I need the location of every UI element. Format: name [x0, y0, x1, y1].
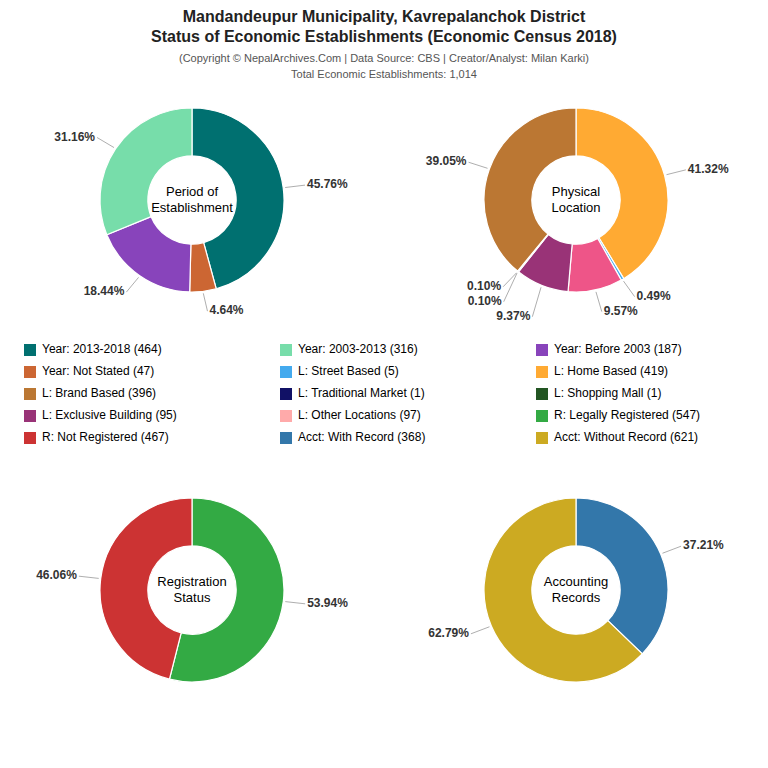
leader-line — [285, 602, 305, 604]
legend-entry: R: Not Registered (467) — [42, 430, 169, 444]
legend-entry: L: Exclusive Building (95) — [42, 408, 177, 422]
donut-chart: RegistrationStatus 53.94% 46.06% — [36, 498, 348, 682]
data-label: 18.44% — [84, 284, 125, 298]
leader-line — [79, 576, 99, 578]
donut-chart: Period ofEstablishment 45.76% 4.64% 18.44% 3… — [54, 108, 348, 317]
data-label: 9.37% — [496, 309, 530, 323]
data-label: 46.06% — [36, 568, 77, 582]
legend-entry: L: Shopping Mall (1) — [554, 386, 661, 400]
center-label: AccountingRecords — [544, 574, 608, 605]
donut-chart: PhysicalLocation41.32%0.49%9.57%9.37%0.1… — [426, 108, 729, 323]
legend-entry: L: Traditional Market (1) — [298, 386, 425, 400]
legend-swatch — [24, 344, 36, 356]
legend-swatch — [536, 410, 548, 422]
legend-entry: Acct: With Record (368) — [298, 430, 425, 444]
legend-entry: Year: Not Stated (47) — [42, 364, 154, 378]
legend-swatch — [24, 366, 36, 378]
legend-entry: Year: 2003-2013 (316) — [298, 342, 418, 356]
legend-entry: R: Legally Registered (547) — [554, 408, 700, 422]
data-label: 37.21% — [683, 538, 724, 552]
leader-line — [624, 281, 635, 297]
center-label: PhysicalLocation — [551, 184, 600, 215]
legend-entry: L: Brand Based (396) — [42, 386, 156, 400]
data-label: 45.76% — [307, 177, 348, 191]
subtitle: Total Economic Establishments: 1,014 — [291, 68, 477, 80]
donut-slice — [484, 498, 642, 682]
subtitle: (Copyright © NepalArchives.Com | Data So… — [179, 52, 589, 64]
legend-swatch — [536, 344, 548, 356]
legend-swatch — [280, 344, 292, 356]
data-label: 0.49% — [637, 289, 671, 303]
chart-canvas: Mandandeupur Municipality, Kavrepalancho… — [0, 0, 768, 768]
data-label: 4.64% — [209, 303, 243, 317]
legend-swatch — [280, 410, 292, 422]
legend-swatch — [280, 388, 292, 400]
leader-line — [667, 170, 686, 175]
leader-line — [504, 273, 517, 302]
leader-line — [469, 162, 488, 168]
title: Mandandeupur Municipality, Kavrepalancho… — [183, 8, 586, 25]
leader-line — [97, 138, 114, 148]
data-label: 0.10% — [468, 294, 502, 308]
background — [0, 0, 768, 768]
legend-swatch — [24, 432, 36, 444]
legend-swatch — [536, 366, 548, 378]
center-label: RegistrationStatus — [157, 574, 226, 605]
donut-chart: AccountingRecords 37.21% 62.79% — [428, 498, 724, 682]
leader-line — [532, 287, 541, 316]
data-label: 53.94% — [307, 596, 348, 610]
legend: Year: 2013-2018 (464) Year: 2003-2013 (31… — [24, 342, 700, 444]
legend-swatch — [24, 388, 36, 400]
legend-entry: L: Street Based (5) — [298, 364, 399, 378]
legend-entry: L: Home Based (419) — [554, 364, 668, 378]
legend-swatch — [280, 432, 292, 444]
data-label: 62.79% — [428, 626, 469, 640]
leader-line — [203, 293, 207, 311]
legend-swatch — [536, 432, 548, 444]
data-label: 31.16% — [54, 130, 95, 144]
donut-slice — [190, 243, 217, 292]
leader-line — [503, 273, 516, 287]
legend-entry: Year: Before 2003 (187) — [554, 342, 682, 356]
leader-line — [471, 627, 490, 634]
donut-slice — [100, 108, 192, 235]
title: Status of Economic Establishments (Econo… — [151, 28, 617, 45]
donut-slice — [568, 238, 621, 292]
legend-swatch — [24, 410, 36, 422]
leader-line — [663, 546, 682, 553]
data-label: 9.57% — [604, 304, 638, 318]
center-label: Period ofEstablishment — [151, 184, 233, 215]
legend-entry: Acct: Without Record (621) — [554, 430, 698, 444]
leader-line — [285, 185, 305, 187]
leader-line — [596, 292, 602, 312]
legend-entry: Year: 2013-2018 (464) — [42, 342, 162, 356]
data-label: 0.10% — [467, 279, 501, 293]
data-label: 39.05% — [426, 154, 467, 168]
legend-swatch — [536, 388, 548, 400]
leader-line — [126, 277, 138, 292]
legend-entry: L: Other Locations (97) — [298, 408, 421, 422]
legend-swatch — [280, 366, 292, 378]
data-label: 41.32% — [688, 162, 729, 176]
